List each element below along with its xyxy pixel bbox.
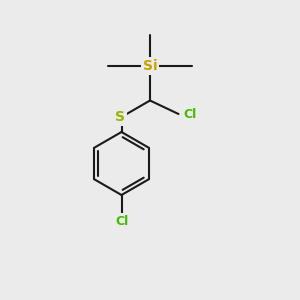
Text: Cl: Cl (115, 214, 128, 228)
Text: Si: Si (143, 59, 157, 73)
Text: Cl: Cl (183, 108, 196, 121)
Text: S: S (115, 110, 125, 124)
